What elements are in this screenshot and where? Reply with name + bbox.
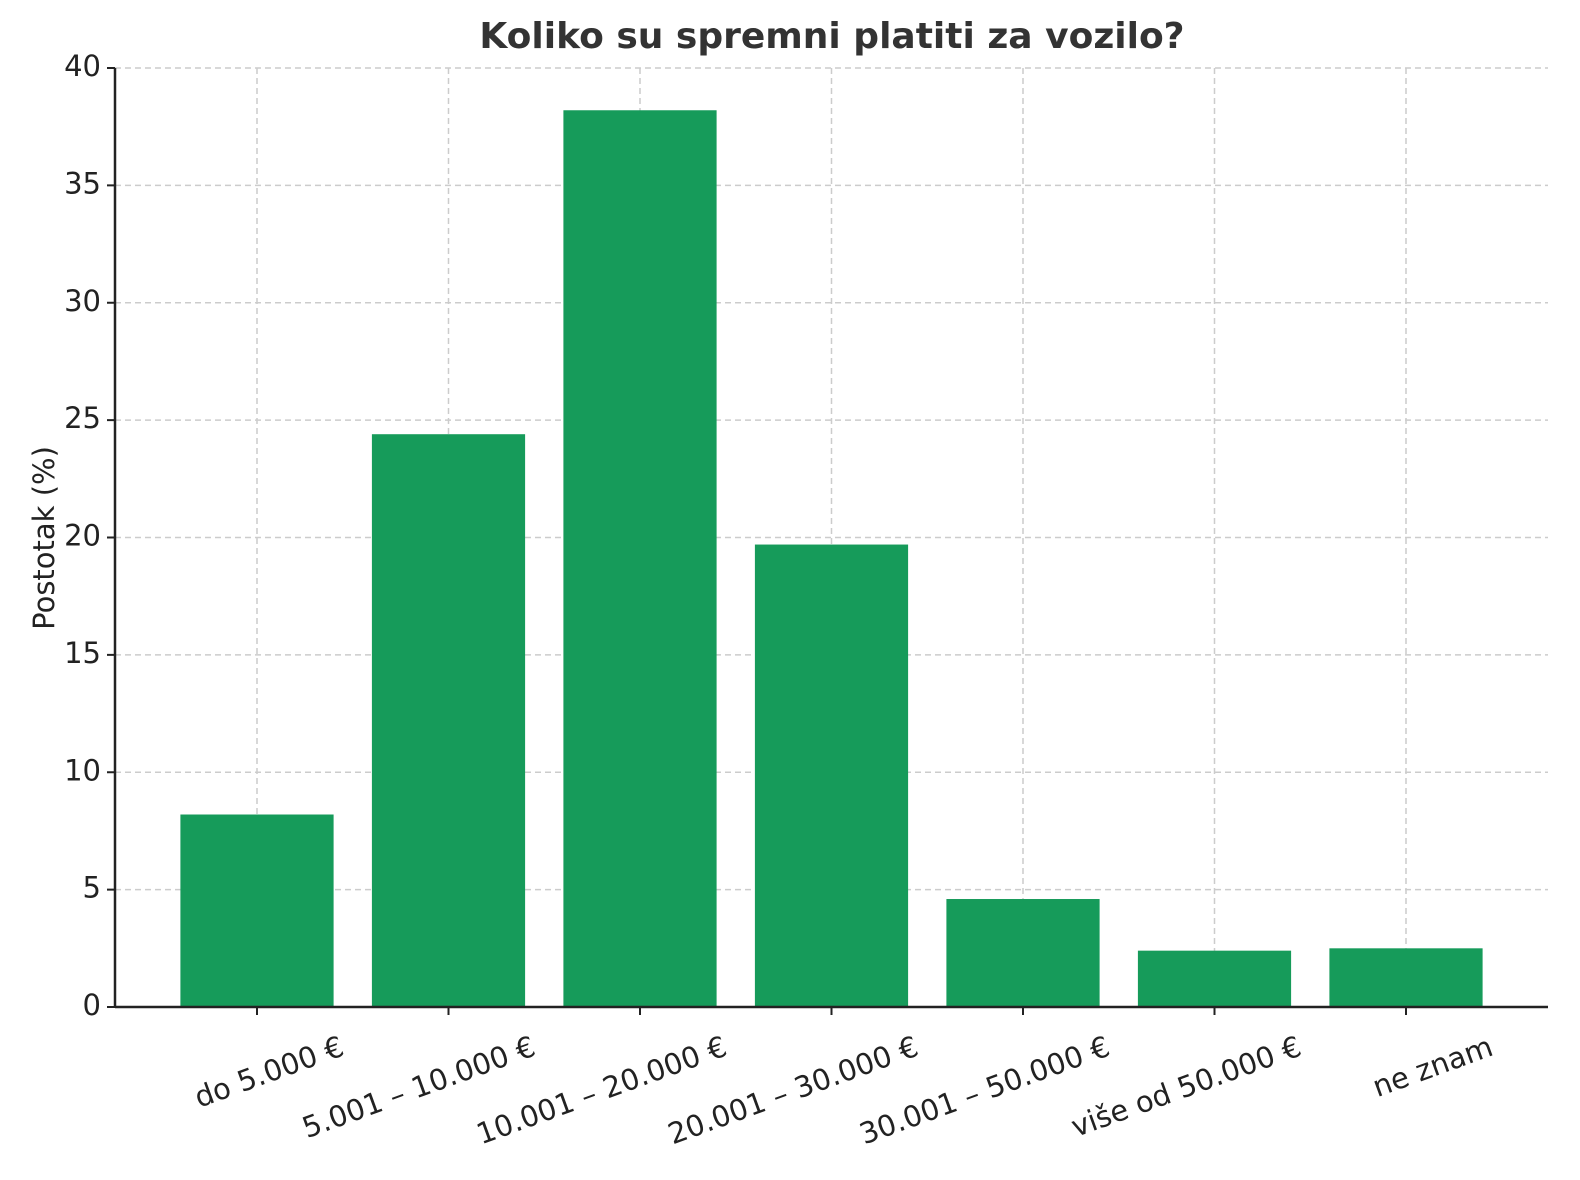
bar [180,814,334,1007]
bar [371,434,526,1008]
x-tick-label: do 5.000 € [190,1029,348,1114]
bars [180,110,1483,1008]
y-tick-label: 35 [64,166,101,200]
bar [1329,948,1483,1007]
y-tick-label: 10 [64,753,101,787]
bar [754,544,909,1007]
y-tick-label: 15 [64,636,101,670]
bar [1137,950,1292,1007]
x-tick-label: ne znam [1368,1029,1497,1104]
chart-title: Koliko su spremni platiti za vozilo? [479,16,1184,57]
y-tick-label: 40 [64,49,101,83]
y-tick-label: 30 [64,284,101,318]
y-tick-label: 25 [64,401,101,435]
y-tick-label: 0 [83,988,101,1022]
bar [563,110,717,1007]
y-axis-label: Postotak (%) [27,446,61,630]
bar [946,899,1100,1007]
y-tick-label: 5 [83,871,101,905]
y-tick-label: 20 [64,519,101,553]
